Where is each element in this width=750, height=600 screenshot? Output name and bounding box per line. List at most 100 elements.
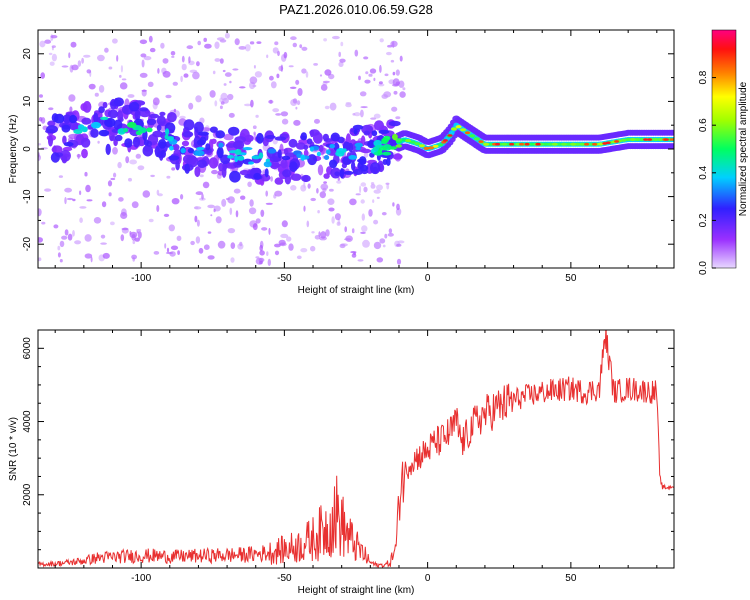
spectrogram-cell — [207, 204, 215, 209]
spectrogram-cell — [259, 250, 265, 256]
spectrogram-cell — [447, 134, 453, 137]
spectrogram-cell — [84, 234, 92, 242]
spectrogram-cell — [597, 142, 604, 146]
spectrogram-cell — [39, 94, 43, 98]
spectrogram-cell — [274, 136, 287, 141]
spectrogram-cell — [556, 142, 563, 146]
spectrogram-cell — [239, 86, 246, 89]
spectrogram-cell — [183, 73, 189, 78]
spectrogram-cell — [385, 157, 391, 166]
spectrogram-cell — [353, 129, 358, 135]
spectrogram-cell — [90, 128, 99, 138]
spectrogram-cell — [322, 133, 329, 142]
spectrogram-cell — [215, 216, 222, 224]
spectrogram-cell — [301, 46, 308, 51]
spectrogram-cell — [293, 119, 301, 126]
spectrogram-cell — [215, 130, 225, 139]
spectrogram-cell — [169, 145, 174, 151]
spectrogram-cell — [395, 116, 401, 120]
spectrogram-cell — [528, 142, 535, 146]
spectrogram-cell — [350, 251, 357, 254]
spectrogram-cell — [48, 52, 53, 56]
spectrogram-cell — [224, 72, 232, 77]
spectrogram-cell — [64, 187, 72, 193]
spectrogram-cell — [164, 243, 167, 249]
spectrogram-cell — [307, 183, 311, 189]
spectrogram-cell — [156, 205, 160, 212]
spectrogram-cell — [166, 247, 170, 253]
spectrogram-cell — [261, 227, 268, 231]
spectrogram-cell — [38, 117, 43, 122]
spectrogram-cell — [222, 69, 226, 73]
spectrogram-cell — [250, 99, 254, 108]
spectrogram-cell — [81, 117, 92, 125]
spectrogram-cell — [278, 239, 286, 246]
spectrogram-cell — [58, 175, 64, 178]
spectrogram-cell — [244, 173, 256, 179]
spectrogram-cell — [638, 137, 645, 142]
spectrogram-cell — [652, 137, 659, 142]
spectrogram-cell — [382, 151, 392, 156]
colorbar-tick-label: 0.0 — [698, 261, 709, 275]
spectrogram-cell — [670, 143, 674, 150]
spectrogram-cell — [194, 150, 205, 157]
spectrogram-cell — [171, 143, 180, 151]
spectrogram-cell — [343, 170, 354, 175]
spectrogram-cell — [283, 51, 288, 59]
spectrogram-cell — [565, 142, 572, 146]
spectrogram-cell — [187, 147, 195, 154]
spectrogram-cell — [193, 121, 204, 134]
spectrogram-cell — [199, 174, 204, 178]
spectrogram-cell — [276, 73, 280, 79]
spectrogram-cell — [363, 56, 369, 60]
spectrogram-cell — [147, 81, 154, 88]
x-tick-label: -100 — [131, 273, 151, 284]
spectrogram-cell — [354, 142, 363, 148]
spectrogram-cell — [358, 75, 361, 81]
spectrogram-y-ticks: -20 -10 0 10 20 — [22, 29, 674, 269]
spectrogram-cell — [396, 258, 402, 265]
spectrogram-cell — [348, 155, 358, 160]
spectrogram-cell — [359, 185, 362, 194]
spectrogram-cell — [370, 117, 377, 120]
spectrogram-cell — [134, 109, 141, 121]
spectrogram-cell — [129, 231, 138, 239]
spectrogram-cell — [311, 231, 315, 234]
spectrogram-cell — [634, 137, 641, 142]
y-tick-label: 10 — [22, 95, 33, 107]
spectrogram-cell — [372, 199, 375, 204]
spectrogram-cell — [180, 194, 184, 200]
spectrogram-cell — [229, 80, 232, 84]
spectrogram-cell — [478, 140, 484, 143]
spectrogram-cell — [314, 118, 320, 124]
spectrogram-cell — [81, 57, 84, 64]
spectrogram-cell — [79, 190, 82, 196]
spectrogram-cell — [379, 238, 386, 244]
spectrogram-cell — [50, 152, 61, 163]
spectrogram-cell — [214, 100, 218, 107]
x-tick-label: -50 — [277, 273, 292, 284]
spectrogram-cell — [360, 182, 367, 187]
spectrogram-cell — [289, 161, 298, 173]
spectrogram-cell — [41, 221, 46, 225]
spectrogram-cell — [409, 140, 416, 144]
spectrogram-cell — [303, 205, 306, 212]
spectrogram-cell — [105, 143, 111, 156]
spectrogram-cell — [354, 49, 359, 57]
spectrogram-cell — [38, 257, 42, 262]
spectrogram-cell — [247, 181, 252, 188]
spectrogram-cell — [163, 213, 170, 217]
spectrogram-cell — [324, 105, 330, 110]
spectrogram-cell — [172, 81, 178, 86]
spectrogram-cell — [339, 168, 345, 179]
snr-x-label: Height of straight line (km) — [298, 585, 415, 596]
spectrogram-cell — [307, 154, 317, 166]
spectrogram-cell — [265, 202, 273, 205]
spectrogram-cell — [460, 128, 467, 132]
spectrogram-cell — [52, 145, 57, 154]
spectrogram-cell — [272, 47, 279, 54]
spectrogram-cell — [79, 206, 87, 209]
spectrogram-cell — [277, 50, 280, 57]
spectrogram-cell — [495, 142, 501, 146]
spectrogram-cell — [487, 142, 494, 146]
